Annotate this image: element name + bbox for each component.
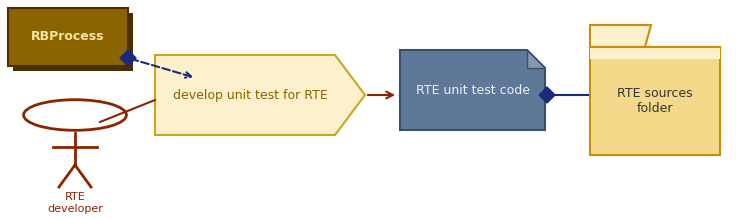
Text: RTE
developer: RTE developer xyxy=(47,192,103,214)
Polygon shape xyxy=(590,47,720,155)
Polygon shape xyxy=(590,47,720,59)
Polygon shape xyxy=(590,25,651,47)
Text: RTE unit test code: RTE unit test code xyxy=(416,83,529,97)
Polygon shape xyxy=(155,55,365,135)
Text: RTE sources
folder: RTE sources folder xyxy=(618,87,693,115)
Text: RBProcess: RBProcess xyxy=(31,30,105,44)
Polygon shape xyxy=(527,50,545,68)
Polygon shape xyxy=(120,50,136,66)
Polygon shape xyxy=(539,87,555,103)
FancyBboxPatch shape xyxy=(13,13,133,71)
Text: develop unit test for RTE: develop unit test for RTE xyxy=(173,88,328,101)
FancyBboxPatch shape xyxy=(8,8,128,66)
Polygon shape xyxy=(400,50,545,130)
